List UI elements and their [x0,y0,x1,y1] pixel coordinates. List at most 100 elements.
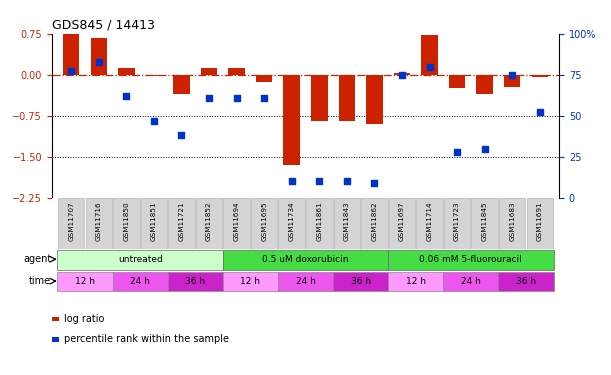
Text: GSM11707: GSM11707 [68,202,74,242]
Text: 24 h: 24 h [296,277,315,286]
Bar [338,75,355,121]
Text: 36 h: 36 h [185,277,205,286]
Text: GSM11695: GSM11695 [261,202,267,242]
Bar [63,34,79,75]
Bar [444,198,470,249]
Point [67,69,76,75]
Bar [389,198,415,249]
Point [94,58,104,64]
Bar [251,198,277,249]
Bar [527,198,553,249]
Bar [279,198,305,249]
Bar [167,272,223,291]
Text: time: time [29,276,51,286]
Text: 36 h: 36 h [351,277,371,286]
Text: log ratio: log ratio [64,314,104,324]
Bar [223,250,388,270]
Bar [86,198,112,249]
Point [370,180,379,186]
Bar [256,75,273,82]
Text: GDS845 / 14413: GDS845 / 14413 [52,18,155,31]
Point [425,63,434,69]
Bar [333,272,388,291]
Bar [145,75,162,76]
Bar [57,272,112,291]
Point [535,110,544,116]
Bar [334,198,360,249]
Text: GSM11716: GSM11716 [96,202,102,242]
Point [177,132,186,138]
Text: GSM11723: GSM11723 [454,202,460,242]
Bar [499,272,554,291]
Bar [421,35,438,75]
Bar [504,75,521,87]
Bar [196,198,222,249]
Bar [113,198,139,249]
Point [452,149,462,155]
Point [232,95,241,101]
Bar [168,198,195,249]
Text: 12 h: 12 h [75,277,95,286]
Point [480,146,489,152]
Point [204,95,214,101]
Bar [449,75,466,88]
Bar [141,198,167,249]
Text: GSM11862: GSM11862 [371,202,378,242]
Text: 12 h: 12 h [406,277,426,286]
Bar [393,73,410,75]
Point [149,118,159,124]
Bar [532,75,548,78]
Bar [224,198,250,249]
Bar [229,68,245,75]
Text: GSM11845: GSM11845 [481,202,488,242]
Bar [57,250,223,270]
Bar [284,75,300,165]
Point [507,72,517,78]
Bar [201,68,218,75]
Text: GSM11721: GSM11721 [178,202,185,242]
Bar [444,272,499,291]
Bar [112,272,167,291]
Text: GSM11697: GSM11697 [399,202,405,242]
Bar [388,272,444,291]
Bar [173,75,190,94]
Bar [361,198,387,249]
Text: GSM11714: GSM11714 [426,202,433,242]
Text: GSM11861: GSM11861 [316,202,322,242]
Point [122,93,131,99]
Bar [366,75,382,124]
Text: 36 h: 36 h [516,277,536,286]
Text: 0.5 uM doxorubicin: 0.5 uM doxorubicin [262,255,349,264]
Bar [477,75,493,94]
Point [397,72,407,78]
Bar [499,198,525,249]
Bar [311,75,327,121]
Bar [58,198,84,249]
Bar [472,198,498,249]
Text: GSM11694: GSM11694 [233,202,240,242]
Point [342,178,352,184]
Point [287,178,296,184]
Text: percentile rank within the sample: percentile rank within the sample [64,334,229,344]
Point [315,178,324,184]
Text: GSM11843: GSM11843 [344,202,350,242]
Bar [306,198,332,249]
Text: GSM11683: GSM11683 [509,202,515,242]
Text: agent: agent [23,254,51,264]
Bar [416,198,443,249]
Text: GSM11851: GSM11851 [151,202,157,242]
Bar [278,272,333,291]
Text: GSM11850: GSM11850 [123,202,130,242]
Point [259,95,269,101]
Text: GSM11734: GSM11734 [289,202,295,242]
Text: 12 h: 12 h [240,277,260,286]
Bar [118,68,134,75]
Text: GSM11852: GSM11852 [206,202,212,242]
Text: 24 h: 24 h [461,277,481,286]
Text: GSM11691: GSM11691 [537,202,543,242]
Bar [90,38,107,75]
Text: 24 h: 24 h [130,277,150,286]
Text: 0.06 mM 5-fluorouracil: 0.06 mM 5-fluorouracil [420,255,522,264]
Bar [223,272,278,291]
Bar [388,250,554,270]
